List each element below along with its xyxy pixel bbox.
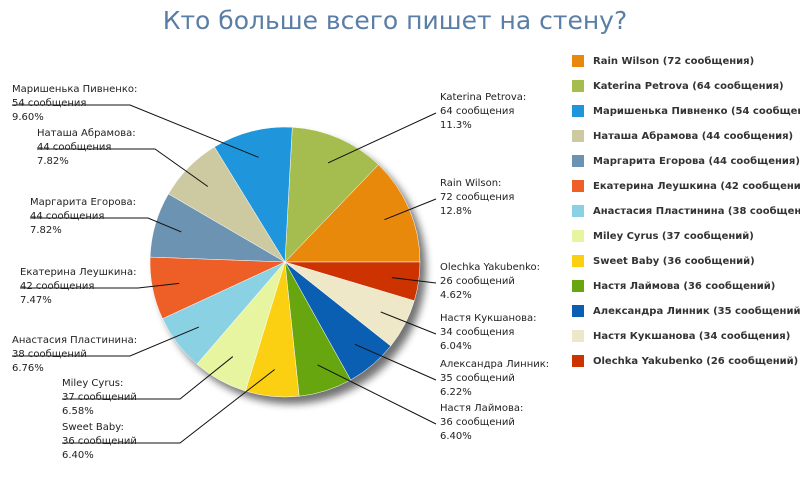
slice-label: Miley Cyrus: <box>62 378 123 389</box>
legend-swatch <box>572 155 584 167</box>
slice-count: 64 сообщения <box>440 106 514 117</box>
slice-percent: 7.82% <box>30 225 62 236</box>
legend-swatch <box>572 180 584 192</box>
slice-count: 36 сообщений <box>62 436 137 447</box>
slice-percent: 6.76% <box>12 363 44 374</box>
leader-line <box>12 326 200 357</box>
slice-label: Наташа Абрамова: <box>37 128 136 139</box>
legend-swatch <box>572 80 584 92</box>
legend-label: Екатерина Леушкина (42 сообщения) <box>593 180 800 192</box>
pie-slice <box>214 126 293 263</box>
pie-slice <box>284 164 421 263</box>
legend-label: Miley Cyrus (37 сообщений) <box>593 230 754 242</box>
slice-percent: 7.47% <box>20 295 52 306</box>
legend-label: Маришенька Пивненко (54 сообщения) <box>593 105 800 117</box>
slice-count: 72 сообщения <box>440 192 514 203</box>
slice-label: Katerina Petrova: <box>440 92 526 103</box>
legend-label: Rain Wilson (72 сообщения) <box>593 55 754 67</box>
legend-swatch <box>572 255 584 267</box>
legend-label: Olechka Yakubenko (26 сообщений) <box>593 355 798 367</box>
slice-count: 42 сообщения <box>20 281 94 292</box>
leader-line <box>12 104 259 158</box>
legend-swatch <box>572 130 584 142</box>
slice-percent: 7.82% <box>37 156 69 167</box>
slice-percent: 6.40% <box>62 450 94 461</box>
legend-swatch <box>572 55 584 67</box>
legend-swatch <box>572 230 584 242</box>
legend-label: Маргарита Егорова (44 сообщения) <box>593 155 800 167</box>
leader-line <box>391 277 437 284</box>
leader-line <box>380 311 437 335</box>
leader-line <box>30 217 182 233</box>
slice-label: Маришенька Пивненко: <box>12 84 137 95</box>
slice-percent: 6.04% <box>440 341 472 352</box>
leader-line <box>384 198 437 221</box>
slice-count: 38 сообщений <box>12 349 87 360</box>
legend-label: Настя Лаймова (36 сообщений) <box>593 280 775 292</box>
legend-label: Наташа Абрамова (44 сообщения) <box>593 130 793 142</box>
legend-swatch <box>572 105 584 117</box>
legend-label: Настя Кукшанова (34 сообщения) <box>593 330 790 342</box>
slice-label: Анастасия Пластинина: <box>12 335 137 346</box>
slice-count: 44 сообщения <box>37 142 111 153</box>
slice-percent: 6.40% <box>440 431 472 442</box>
leader-line <box>20 282 180 289</box>
leader-line <box>62 369 275 444</box>
slice-percent: 9.60% <box>12 112 44 123</box>
slice-label: Rain Wilson: <box>440 178 501 189</box>
slice-label: Настя Кукшанова: <box>440 313 537 324</box>
pie-slice <box>284 261 421 302</box>
legend-label: Katerina Petrova (64 сообщения) <box>593 80 784 92</box>
leader-line <box>62 356 234 400</box>
legend-label: Александра Линник (35 сообщений) <box>593 305 800 317</box>
slice-count: 44 сообщения <box>30 211 104 222</box>
slice-label: Александра Линник: <box>440 359 549 370</box>
slice-count: 36 сообщений <box>440 417 515 428</box>
legend-swatch <box>572 205 584 217</box>
legend-swatch <box>572 305 584 317</box>
slice-percent: 4.62% <box>440 290 472 301</box>
slice-count: 54 сообщения <box>12 98 86 109</box>
pie-slice <box>284 126 379 263</box>
leader-line <box>37 148 209 187</box>
legend-label: Анастасия Пластинина (38 сообщений) <box>593 205 800 217</box>
slice-count: 35 сообщений <box>440 373 515 384</box>
slice-count: 34 сообщения <box>440 327 514 338</box>
leader-line <box>317 364 437 425</box>
chart-title: Кто больше всего пишет на стену? <box>163 6 628 35</box>
legend-swatch <box>572 330 584 342</box>
slice-percent: 12.8% <box>440 206 472 217</box>
legend-swatch <box>572 280 584 292</box>
slice-count: 26 сообщений <box>440 276 515 287</box>
legend-label: Sweet Baby (36 сообщений) <box>593 255 755 267</box>
slice-label: Маргарита Егорова: <box>30 197 136 208</box>
leader-line <box>327 112 437 164</box>
slice-percent: 6.22% <box>440 387 472 398</box>
leader-line <box>354 343 437 381</box>
slice-percent: 6.58% <box>62 406 94 417</box>
slice-count: 37 сообщений <box>62 392 137 403</box>
slice-percent: 11.3% <box>440 120 472 131</box>
slice-label: Настя Лаймова: <box>440 403 523 414</box>
slice-label: Olechka Yakubenko: <box>440 262 540 273</box>
slice-label: Sweet Baby: <box>62 422 124 433</box>
slice-label: Екатерина Леушкина: <box>20 267 136 278</box>
legend-swatch <box>572 355 584 367</box>
